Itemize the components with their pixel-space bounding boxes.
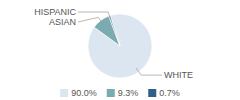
pie [88, 14, 152, 78]
slice [88, 14, 152, 78]
legend-swatch [107, 89, 115, 97]
slice-label: WHITE [164, 70, 193, 80]
slice-label: HISPANIC [34, 7, 76, 17]
leader-line [78, 17, 104, 24]
chart: WHITE ASIANHISPANIC 90.0% 9.3% 0.7% [0, 0, 240, 100]
leader-line [78, 12, 111, 20]
leader-line [136, 68, 162, 75]
legend-swatch [60, 89, 68, 97]
legend-swatch [148, 89, 156, 97]
slice [109, 16, 120, 46]
legend-label: 90.0% [71, 88, 97, 98]
legend-item: 90.0% [60, 88, 97, 98]
slice [94, 16, 120, 46]
legend-item: 0.7% [148, 88, 180, 98]
annotations: WHITE ASIANHISPANIC [34, 7, 193, 80]
legend-label: 9.3% [118, 88, 139, 98]
legend-label: 0.7% [159, 88, 180, 98]
slice-label: ASIAN [49, 17, 76, 27]
legend-item: 9.3% [107, 88, 139, 98]
legend: 90.0% 9.3% 0.7% [60, 88, 180, 98]
